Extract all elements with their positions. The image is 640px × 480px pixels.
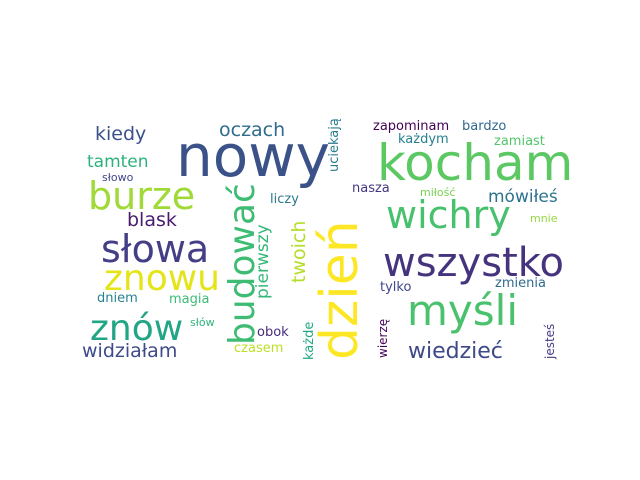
word-dniem: dniem [97, 291, 138, 306]
word-kazdym: każdym [398, 132, 449, 147]
word-dzien: dzień [310, 220, 370, 360]
word-nowy: nowy [176, 122, 331, 190]
word-bardzo: bardzo [462, 119, 507, 134]
word-wiedziec: wiedzieć [408, 339, 503, 364]
word-mnie: mnie [530, 212, 558, 225]
word-wszystko: wszystko [383, 240, 564, 286]
word-kiedy: kiedy [95, 123, 147, 145]
word-pierwszy: pierwszy [253, 224, 273, 299]
word-jestes: jesteś [543, 323, 557, 359]
word-nasza: nasza [352, 181, 390, 196]
word-twoich: twoich [288, 220, 310, 283]
word-mysli: myśli [407, 286, 518, 335]
word-liczy: liczy [270, 192, 299, 207]
word-slow: słów [190, 316, 215, 329]
word-wierze: wierzę [376, 318, 390, 358]
word-burze: burze [88, 174, 196, 218]
word-slowo: słowo [102, 171, 134, 184]
word-tamten: tamten [87, 152, 149, 172]
word-oczach: oczach [219, 119, 286, 141]
word-czasem: czasem [234, 341, 284, 356]
word-zamiast: zamiast [494, 134, 545, 149]
word-widzialam: widziałam [82, 340, 178, 362]
word-mowiles: mówiłeś [488, 187, 558, 207]
word-tylko: tylko [380, 280, 412, 295]
word-znow: znów [90, 308, 184, 349]
word-slowa: słowa [101, 227, 210, 271]
word-znowu: znowu [104, 258, 220, 299]
word-magia: magia [169, 292, 210, 307]
word-uciekaja: uciekają [327, 118, 342, 172]
word-milosc: miłość [420, 186, 456, 199]
word-zapominam: zapominam [373, 119, 450, 134]
word-blask: blask [127, 209, 177, 231]
word-wichry: wichry [386, 193, 511, 237]
word-obok: obok [257, 325, 289, 340]
word-kazde: każde [302, 321, 317, 360]
word-zmienia: zmienia [495, 276, 546, 291]
word-kocham: kocham [377, 134, 574, 192]
